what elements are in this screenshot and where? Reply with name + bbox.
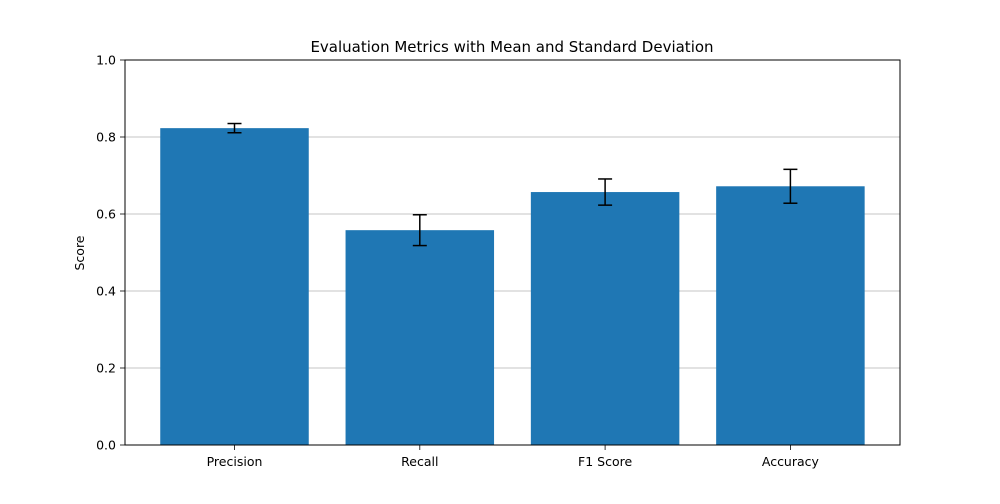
chart-title: Evaluation Metrics with Mean and Standar… xyxy=(310,38,713,56)
plot-frame xyxy=(124,59,901,446)
y-tick-label: 1.0 xyxy=(96,53,116,68)
bar-f1-score xyxy=(530,192,680,445)
y-axis-label: Score xyxy=(72,235,87,270)
x-tick-label: Accuracy xyxy=(762,454,820,469)
y-tick-label: 0.6 xyxy=(96,207,116,222)
x-tick-label: F1 Score xyxy=(578,454,632,469)
bar-accuracy xyxy=(716,186,865,445)
x-tick-label: Recall xyxy=(401,454,438,469)
y-tick-label: 0.2 xyxy=(96,361,116,376)
y-tick-label: 0.0 xyxy=(96,438,116,453)
bar-recall xyxy=(345,230,495,445)
y-tick-label: 0.8 xyxy=(96,130,116,145)
y-axis-ticks: 0.0 0.2 0.4 0.6 0.8 1.0 xyxy=(96,53,125,453)
y-tick-label: 0.4 xyxy=(96,284,116,299)
x-axis-ticks: Precision Recall F1 Score Accuracy xyxy=(207,445,820,469)
error-bars xyxy=(227,122,798,247)
x-tick-label: Precision xyxy=(207,454,263,469)
bar-precision xyxy=(160,128,309,445)
bars xyxy=(160,128,865,445)
